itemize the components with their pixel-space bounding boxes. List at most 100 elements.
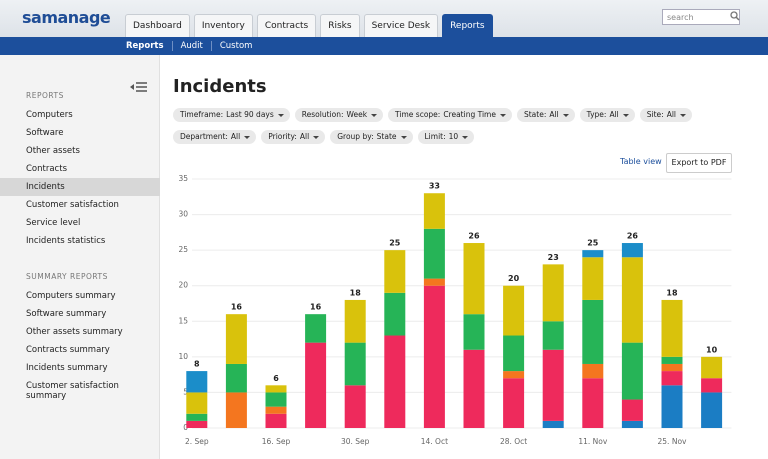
bar-segment xyxy=(622,343,643,400)
sidebar-link[interactable]: Incidents xyxy=(0,178,160,196)
filter-value: Week xyxy=(346,110,367,119)
bar-segment xyxy=(424,193,445,229)
bar-segment xyxy=(266,392,287,406)
x-tick-label: 11. Nov xyxy=(578,437,608,446)
filter-dropdown[interactable]: Time scope:Creating Time xyxy=(388,108,512,122)
bar-segment xyxy=(662,364,683,371)
filter-value: 10 xyxy=(449,132,459,141)
bar-segment xyxy=(384,293,405,336)
bar-segment xyxy=(424,229,445,279)
sidebar-link[interactable]: Incidents statistics xyxy=(0,232,160,250)
sidebar-link[interactable]: Software xyxy=(0,124,160,142)
bar-total-label: 23 xyxy=(548,253,559,262)
x-tick-label: 14. Oct xyxy=(421,437,448,446)
y-tick-label: 35 xyxy=(178,174,188,183)
sidebar-list: REPORTSComputersSoftwareOther assetsCont… xyxy=(0,91,160,401)
bar-segment xyxy=(384,336,405,428)
bar-segment xyxy=(543,421,564,428)
bar-segment xyxy=(662,385,683,428)
top-bar: samanage DashboardInventoryContractsRisk… xyxy=(0,0,768,37)
sidebar-link[interactable]: Contracts summary xyxy=(0,341,160,359)
bar-segment xyxy=(701,392,722,428)
nav-tab[interactable]: Reports xyxy=(442,14,493,38)
bar-segment xyxy=(662,300,683,357)
bar-total-label: 25 xyxy=(587,239,599,248)
chart: 051015202530352. Sep81616. Sep61630. Sep… xyxy=(160,170,760,455)
bar-total-label: 25 xyxy=(389,239,401,248)
nav-tab[interactable]: Contracts xyxy=(257,14,316,38)
bar-segment xyxy=(226,314,247,364)
bar-segment xyxy=(543,264,564,321)
sidebar-section-title: REPORTS xyxy=(0,91,160,100)
filter-label: Type: xyxy=(587,110,607,119)
filter-value: Last 90 days xyxy=(226,110,274,119)
bar-segment xyxy=(464,350,485,428)
filter-dropdown[interactable]: State:All xyxy=(517,108,575,122)
table-view-link[interactable]: Table view xyxy=(620,157,662,166)
sidebar-link[interactable]: Other assets summary xyxy=(0,323,160,341)
bar-segment xyxy=(186,414,207,421)
filter-dropdown[interactable]: Priority:All xyxy=(261,130,325,144)
sub-nav-link[interactable]: Reports xyxy=(118,41,172,51)
filter-dropdown[interactable]: Site:All xyxy=(640,108,692,122)
sidebar-link[interactable]: Customer satisfaction summary xyxy=(0,377,134,401)
bar-segment xyxy=(226,364,247,392)
filter-value: All xyxy=(667,110,676,119)
bar-total-label: 10 xyxy=(706,345,718,354)
bar-segment xyxy=(622,243,643,257)
nav-tab[interactable]: Inventory xyxy=(194,14,253,38)
y-tick-label: 20 xyxy=(178,281,188,290)
sub-nav-link[interactable]: Audit xyxy=(172,41,211,51)
bar-segment xyxy=(701,378,722,392)
bar-segment xyxy=(582,300,603,364)
search-icon[interactable] xyxy=(730,11,740,21)
filter-value: All xyxy=(300,132,309,141)
nav-tab[interactable]: Risks xyxy=(320,14,359,38)
sidebar-link[interactable]: Software summary xyxy=(0,305,160,323)
filter-dropdown[interactable]: Limit:10 xyxy=(418,130,475,144)
logo[interactable]: samanage xyxy=(22,8,110,27)
filter-label: Timeframe: xyxy=(180,110,223,119)
filter-dropdown[interactable]: Resolution:Week xyxy=(295,108,383,122)
filter-dropdown[interactable]: Type:All xyxy=(580,108,635,122)
x-tick-label: 25. Nov xyxy=(658,437,688,446)
bar-total-label: 26 xyxy=(468,232,480,241)
bar-segment xyxy=(266,407,287,414)
bar-segment xyxy=(701,357,722,378)
filter-dropdown[interactable]: Timeframe:Last 90 days xyxy=(173,108,290,122)
sidebar-link[interactable]: Customer satisfaction xyxy=(0,196,160,214)
sidebar-link[interactable]: Service level xyxy=(0,214,160,232)
sub-nav-bar: ReportsAuditCustom xyxy=(0,37,768,55)
bar-segment xyxy=(662,371,683,385)
search-box[interactable]: search xyxy=(662,9,740,25)
bar-segment xyxy=(345,343,366,386)
filter-label: Resolution: xyxy=(302,110,344,119)
bar-segment xyxy=(464,314,485,350)
sub-nav-link[interactable]: Custom xyxy=(211,41,261,51)
bar-total-label: 16 xyxy=(310,303,322,312)
sidebar-link[interactable]: Incidents summary xyxy=(0,359,160,377)
bar-segment xyxy=(543,321,564,349)
bar-total-label: 20 xyxy=(508,274,520,283)
filter-value: All xyxy=(549,110,558,119)
x-tick-label: 16. Sep xyxy=(262,437,291,446)
x-tick-label: 2. Sep xyxy=(185,437,209,446)
x-tick-label: 28. Oct xyxy=(500,437,527,446)
filter-label: Limit: xyxy=(425,132,446,141)
bar-segment xyxy=(345,385,366,428)
y-tick-label: 15 xyxy=(178,316,188,325)
sidebar-link[interactable]: Other assets xyxy=(0,142,160,160)
nav-tab[interactable]: Service Desk xyxy=(364,14,439,38)
sidebar-link[interactable]: Computers xyxy=(0,106,160,124)
sidebar-link[interactable]: Contracts xyxy=(0,160,160,178)
filter-dropdown[interactable]: Department:All xyxy=(173,130,256,144)
filter-value: All xyxy=(609,110,618,119)
bar-segment xyxy=(186,371,207,392)
filter-label: Site: xyxy=(647,110,664,119)
sidebar-link[interactable]: Computers summary xyxy=(0,287,160,305)
filter-label: Group by: xyxy=(337,132,373,141)
filter-value: State xyxy=(377,132,397,141)
nav-tab[interactable]: Dashboard xyxy=(125,14,190,38)
filter-dropdown[interactable]: Group by: State xyxy=(330,130,412,144)
